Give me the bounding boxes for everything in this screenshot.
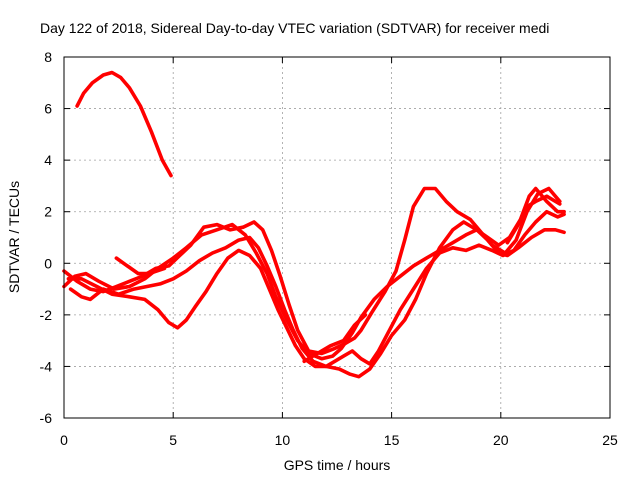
series-arc-2 [62,222,566,361]
y-tick-label: 0 [44,255,52,271]
y-tick-label: -4 [40,358,53,374]
series-arc-5 [68,186,566,379]
y-tick-label: 4 [44,152,52,168]
series-arc-3 [62,186,562,356]
x-tick-label: 25 [602,432,618,448]
y-tick-label: 6 [44,101,52,117]
y-tick-label: -2 [40,307,53,323]
x-tick-label: 15 [384,432,400,448]
axis-ticks: 0 5 10 15 20 25 -6 -4 -2 0 2 4 6 8 [40,49,618,448]
series-arc-7 [302,313,368,364]
y-axis-label: SDTVAR / TECUs [6,181,22,293]
chart-title: Day 122 of 2018, Sidereal Day-to-day VTE… [40,20,549,36]
series-arc-4 [66,209,566,369]
x-tick-label: 10 [275,432,291,448]
plot-frame [63,56,611,419]
grid [64,57,610,418]
series-arc-1 [75,70,173,178]
x-tick-label: 0 [60,432,68,448]
y-tick-label: -6 [40,410,53,426]
series-arc-8 [505,194,562,245]
y-tick-label: 8 [44,49,52,65]
y-tick-label: 2 [44,204,52,220]
x-axis-label: GPS time / hours [284,457,391,473]
x-tick-label: 20 [493,432,509,448]
series-arc-6 [114,256,167,276]
x-tick-label: 5 [169,432,177,448]
data-series [62,70,566,379]
